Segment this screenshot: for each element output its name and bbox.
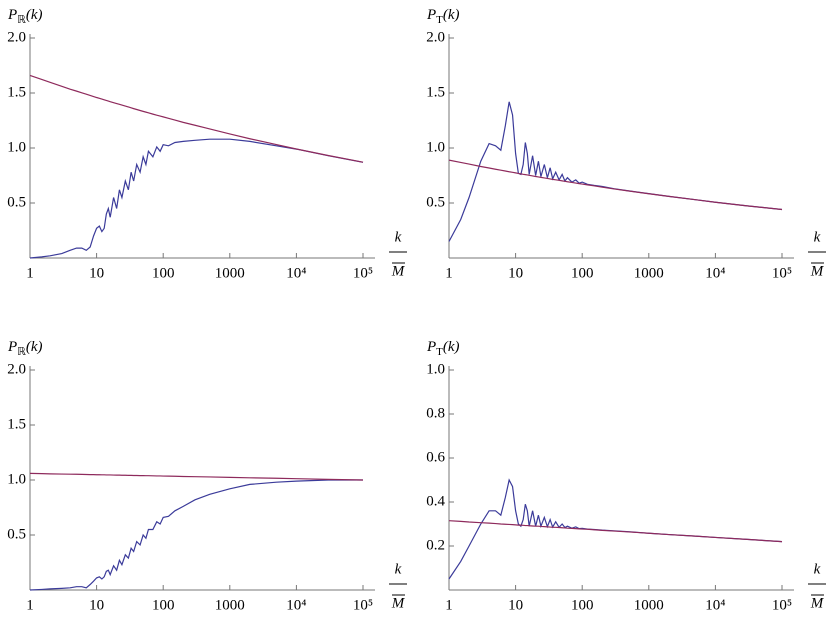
y-tick-label: 1.0	[426, 139, 445, 155]
y-label-argument: (k)	[443, 339, 460, 355]
y-tick-label: 1.5	[426, 84, 445, 100]
y-tick-label: 0.4	[426, 493, 445, 509]
y-tick-label: 2.0	[426, 29, 445, 45]
x-tick-label: 10⁵	[772, 597, 792, 613]
x-label-numerator: k	[814, 229, 821, 245]
x-tick-label: 10⁴	[705, 265, 725, 281]
x-tick-label: 10⁴	[286, 597, 306, 613]
y-axis-label: PT(k)	[426, 7, 460, 25]
x-label-numerator: k	[395, 229, 402, 245]
x-tick-label: 1	[445, 265, 453, 281]
x-tick-label: 1000	[634, 597, 664, 613]
x-tick-label: 1	[26, 597, 34, 613]
y-axis-label: Pℝ(k)	[7, 7, 43, 25]
series-line	[448, 159, 783, 211]
y-axis-label: Pℝ(k)	[7, 339, 43, 357]
y-tick-label: 0.8	[426, 405, 445, 421]
x-tick-label: 10	[508, 597, 523, 613]
x-label-denominator: M	[810, 595, 825, 611]
y-label-argument: (k)	[443, 7, 460, 23]
series-line	[29, 138, 364, 259]
x-tick-label: 10	[89, 597, 104, 613]
x-label-numerator: k	[814, 561, 821, 577]
x-tick-label: 100	[571, 597, 594, 613]
series-line	[448, 520, 783, 543]
chart-panel: 0.5 1.0 1.5 2.0 1 10 100 1000 10⁴ 10⁵ Pℝ(k) k M	[7, 7, 407, 281]
y-tick-label: 0.6	[426, 449, 445, 465]
x-tick-label: 10⁵	[353, 265, 373, 281]
x-label-denominator: M	[391, 595, 406, 611]
x-tick-label: 100	[571, 265, 594, 281]
y-tick-label: 1.0	[426, 361, 445, 377]
series-line	[29, 472, 364, 481]
y-label-symbol: P	[426, 339, 436, 355]
chart-panel: 0.2 0.4 0.6 0.8 1.0 1 10 100 1000 10⁴ 10⁵ PT(k) k M	[426, 339, 826, 613]
y-label-argument: (k)	[26, 339, 43, 355]
series-line	[29, 74, 364, 163]
y-tick-label: 1.0	[7, 471, 26, 487]
x-tick-label: 10	[508, 265, 523, 281]
y-tick-label: 0.2	[426, 537, 445, 553]
y-tick-label: 1.0	[7, 139, 26, 155]
y-label-symbol: P	[426, 7, 436, 23]
chart-panel: 0.5 1.0 1.5 2.0 1 10 100 1000 10⁴ 10⁵ PT(k) k M	[426, 7, 826, 281]
y-tick-label: 1.5	[7, 84, 26, 100]
x-tick-label: 100	[152, 265, 175, 281]
y-tick-label: 2.0	[7, 29, 26, 45]
y-tick-label: 0.5	[426, 194, 445, 210]
x-tick-label: 10⁵	[353, 597, 373, 613]
x-label-denominator: M	[391, 263, 406, 279]
y-label-symbol: P	[7, 339, 17, 355]
y-tick-label: 0.5	[7, 526, 26, 542]
x-tick-label: 10⁴	[286, 265, 306, 281]
series-line	[29, 479, 363, 591]
y-tick-label: 0.5	[7, 194, 26, 210]
x-tick-label: 100	[152, 597, 175, 613]
x-tick-label: 10⁴	[705, 597, 725, 613]
x-tick-label: 10	[89, 265, 104, 281]
y-label-subscript: T	[436, 14, 443, 26]
x-label-denominator: M	[810, 263, 825, 279]
y-tick-label: 1.5	[7, 416, 26, 432]
y-label-subscript: ℝ	[17, 14, 26, 26]
x-tick-label: 10⁵	[772, 265, 792, 281]
x-tick-label: 1	[26, 265, 34, 281]
x-tick-label: 1	[445, 597, 453, 613]
y-label-argument: (k)	[26, 7, 43, 23]
chart-panel: 0.5 1.0 1.5 2.0 1 10 100 1000 10⁴ 10⁵ Pℝ(k) k M	[7, 339, 407, 613]
y-axis-label: PT(k)	[426, 339, 460, 357]
y-label-subscript: ℝ	[17, 346, 26, 358]
x-label-numerator: k	[395, 561, 402, 577]
series-line	[448, 478, 783, 580]
series-line	[448, 101, 783, 242]
y-label-subscript: T	[436, 346, 443, 358]
x-tick-label: 1000	[215, 265, 245, 281]
y-label-symbol: P	[7, 7, 17, 23]
x-tick-label: 1000	[634, 265, 664, 281]
y-tick-label: 2.0	[7, 361, 26, 377]
x-tick-label: 1000	[215, 597, 245, 613]
